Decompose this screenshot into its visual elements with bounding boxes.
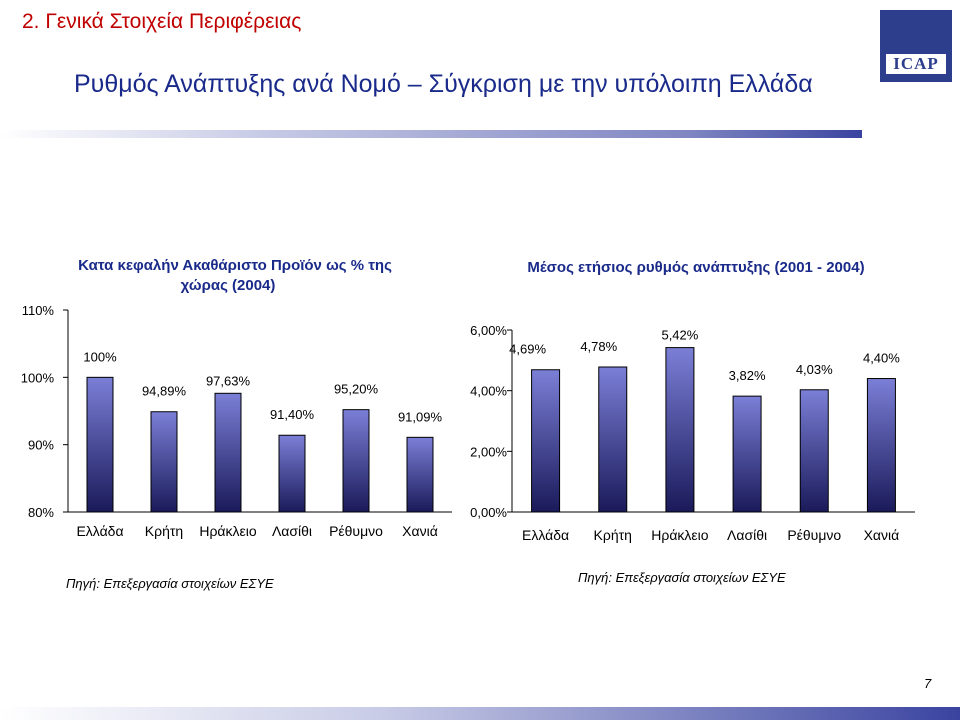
chart1-data-label: 91,40% <box>270 407 315 422</box>
chart2-bar <box>732 395 762 513</box>
icap-logo: ICAP <box>880 10 952 82</box>
chart1-bar <box>214 392 242 513</box>
chart1-data-label: 94,89% <box>142 384 187 399</box>
chart2-data-label: 4,40% <box>863 351 900 366</box>
chart2-category-label: Λασίθι <box>727 527 767 543</box>
chart1-bar <box>150 411 178 513</box>
chart1-data-label: 100% <box>83 349 117 364</box>
chart1-bar <box>406 436 434 513</box>
chart1-category-label: Ελλάδα <box>76 523 123 539</box>
chart1-y-tick-label: 90% <box>28 438 54 453</box>
chart2-source: Πηγή: Επεξεργασία στοιχείων ΕΣΥΕ <box>578 570 786 585</box>
chart1-y-tick-label: 100% <box>21 370 55 385</box>
chart1-y-tick-label: 110% <box>22 303 55 318</box>
chart2-category-label: Ρέθυμνο <box>787 527 841 543</box>
page-title: Ρυθμός Ανάπτυξης ανά Νομό – Σύγκριση με … <box>74 70 813 98</box>
chart1-category-label: Ηράκλειο <box>199 523 257 539</box>
chart2-y-tick-label: 6,00% <box>470 323 507 338</box>
chart2-bar <box>866 378 896 513</box>
chart2-data-label: 4,78% <box>580 339 617 354</box>
chart2-category-label: Ηράκλειο <box>651 527 709 543</box>
chart1-title: Κατα κεφαλήν Ακαθάριστο Προϊόν ως % της <box>78 257 392 274</box>
chart1-category-label: Λασίθι <box>272 523 312 539</box>
chart1-title: χώρας (2004) <box>181 277 276 294</box>
chart1-bar <box>342 409 370 513</box>
chart1-category-label: Ρέθυμνο <box>329 523 383 539</box>
chart2-title: Μέσος ετήσιος ρυθμός ανάπτυξης (2001 - 2… <box>527 259 864 276</box>
growth-rate-chart: Μέσος ετήσιος ρυθμός ανάπτυξης (2001 - 2… <box>470 259 915 543</box>
chart2-y-tick-label: 2,00% <box>470 444 507 459</box>
chart2-data-label: 4,69% <box>509 342 546 357</box>
logo-text: ICAP <box>886 54 946 74</box>
chart2-y-tick-label: 4,00% <box>470 384 507 399</box>
chart1-category-label: Χανιά <box>402 523 438 539</box>
chart1-data-label: 95,20% <box>334 382 379 397</box>
chart2-category-label: Ελλάδα <box>522 527 569 543</box>
page-number: 7 <box>924 676 932 691</box>
chart2-bar <box>598 366 628 513</box>
chart1-data-label: 97,63% <box>206 373 251 388</box>
chart2-bar <box>531 369 561 513</box>
title-divider <box>0 130 862 138</box>
chart2-data-label: 5,42% <box>661 328 698 343</box>
chart2-y-tick-label: 0,00% <box>470 505 507 520</box>
section-title: 2. Γενικά Στοιχεία Περιφέρειας <box>22 10 302 33</box>
chart2-category-label: Χανιά <box>864 527 900 543</box>
chart1-data-label: 91,09% <box>398 409 443 424</box>
chart2-data-label: 3,82% <box>729 368 766 383</box>
chart1-category-label: Κρήτη <box>145 523 183 539</box>
chart1-bar <box>278 434 306 513</box>
chart2-category-label: Κρήτη <box>594 527 632 543</box>
chart2-bar <box>665 347 695 513</box>
chart1-y-tick-label: 80% <box>28 505 54 520</box>
footer-bar <box>0 707 960 720</box>
chart1-source: Πηγή: Επεξεργασία στοιχείων ΕΣΥΕ <box>66 576 274 591</box>
chart1-bar <box>86 376 114 513</box>
chart2-data-label: 4,03% <box>796 362 833 377</box>
chart2-bar <box>799 389 829 513</box>
gdp-per-capita-chart: Κατα κεφαλήν Ακαθάριστο Προϊόν ως % της χ… <box>21 257 452 539</box>
